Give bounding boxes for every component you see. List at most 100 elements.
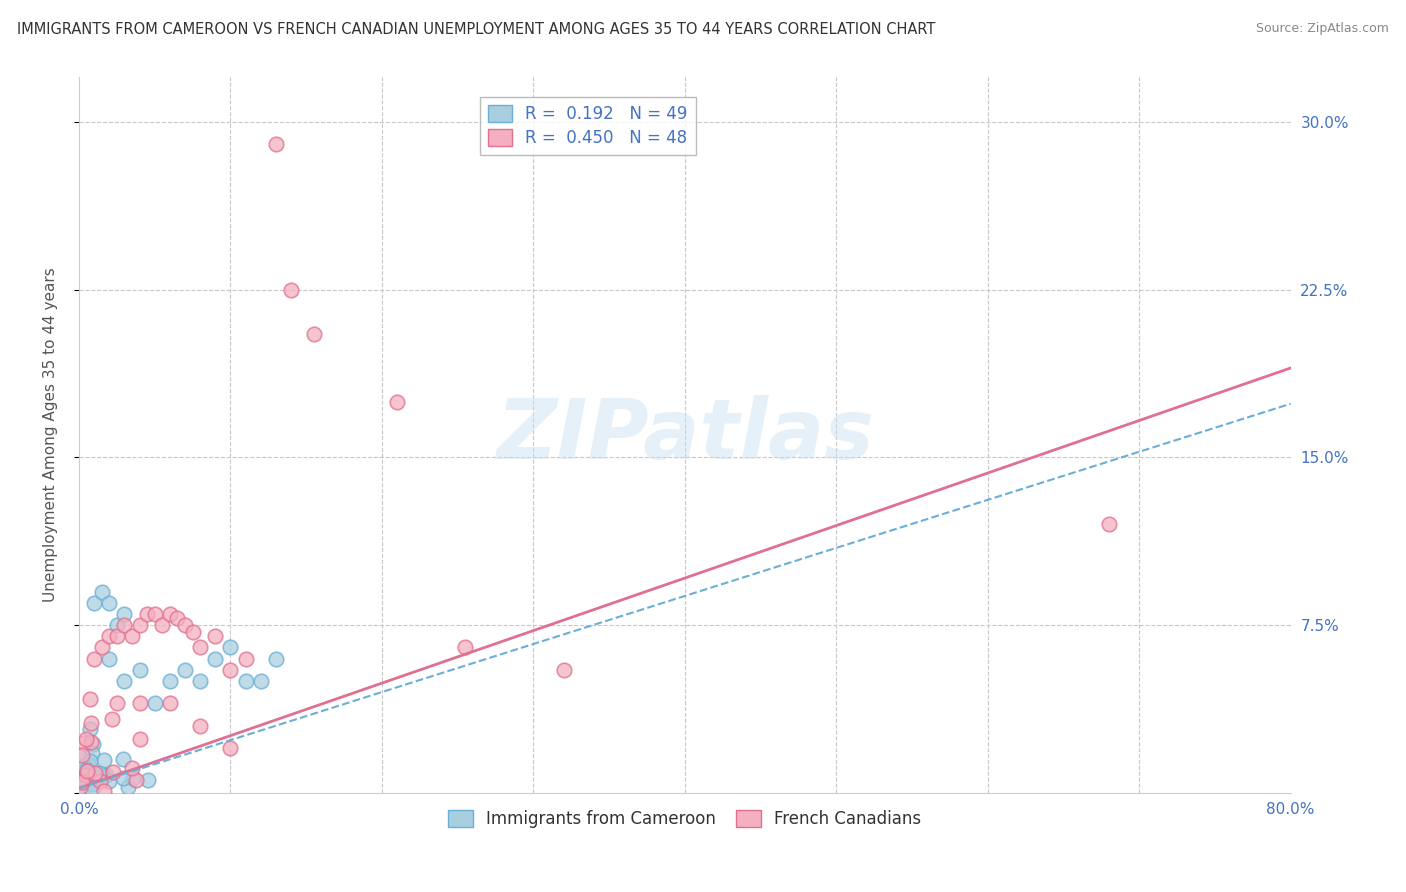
Point [204, 629, 226, 643]
Point [1098, 517, 1121, 532]
Point [128, 696, 150, 710]
Point [93, 784, 115, 798]
Point [69, 780, 91, 794]
Point [188, 718, 211, 732]
Legend: Immigrants from Cameroon, French Canadians: Immigrants from Cameroon, French Canadia… [441, 803, 928, 834]
Point [90, 640, 112, 655]
Point [128, 618, 150, 632]
Point [117, 780, 139, 795]
Point [84, 765, 107, 780]
Point [385, 394, 408, 409]
Point [112, 618, 135, 632]
Point [136, 607, 159, 621]
Y-axis label: Unemployment Among Ages 35 to 44 years: Unemployment Among Ages 35 to 44 years [44, 268, 58, 602]
Point [80, 777, 103, 791]
Point [302, 327, 325, 342]
Point [121, 629, 143, 643]
Point [264, 651, 287, 665]
Point [111, 751, 134, 765]
Point [82, 783, 104, 797]
Point [128, 663, 150, 677]
Point [70, 786, 93, 800]
Point [188, 673, 211, 688]
Point [80, 747, 103, 761]
Point [159, 607, 181, 621]
Point [143, 696, 166, 710]
Point [103, 764, 125, 779]
Point [79, 691, 101, 706]
Point [89, 769, 111, 783]
Point [83, 651, 105, 665]
Point [249, 673, 271, 688]
Point [70, 747, 93, 762]
Point [75, 731, 97, 746]
Point [79, 773, 101, 788]
Point [122, 771, 145, 785]
Text: IMMIGRANTS FROM CAMEROON VS FRENCH CANADIAN UNEMPLOYMENT AMONG AGES 35 TO 44 YEA: IMMIGRANTS FROM CAMEROON VS FRENCH CANAD… [17, 22, 935, 37]
Point [219, 640, 242, 655]
Point [128, 732, 150, 747]
Point [166, 611, 188, 625]
Point [75, 769, 97, 783]
Point [174, 663, 197, 677]
Point [93, 752, 115, 766]
Point [124, 772, 146, 787]
Point [69, 775, 91, 789]
Point [69, 780, 91, 794]
Point [90, 584, 112, 599]
Point [97, 774, 120, 789]
Point [235, 673, 257, 688]
Point [72, 772, 94, 786]
Point [235, 651, 257, 665]
Point [80, 715, 103, 730]
Point [174, 618, 197, 632]
Point [105, 629, 128, 643]
Point [105, 618, 128, 632]
Point [75, 767, 97, 781]
Text: Source: ZipAtlas.com: Source: ZipAtlas.com [1256, 22, 1389, 36]
Text: ZIPatlas: ZIPatlas [496, 394, 873, 475]
Point [67, 749, 90, 764]
Point [188, 640, 211, 655]
Point [70, 774, 93, 789]
Point [150, 618, 173, 632]
Point [79, 722, 101, 736]
Point [82, 737, 104, 751]
Point [76, 764, 98, 778]
Point [111, 772, 134, 786]
Point [98, 629, 121, 643]
Point [73, 763, 96, 777]
Point [219, 663, 242, 677]
Point [76, 764, 98, 778]
Point [105, 696, 128, 710]
Point [143, 607, 166, 621]
Point [136, 773, 159, 788]
Point [82, 765, 104, 780]
Point [83, 596, 105, 610]
Point [84, 771, 107, 785]
Point [159, 696, 181, 710]
Point [96, 767, 118, 781]
Point [79, 735, 101, 749]
Point [73, 736, 96, 750]
Point [76, 756, 98, 771]
Point [70, 774, 93, 789]
Point [69, 773, 91, 788]
Point [181, 624, 204, 639]
Point [91, 768, 114, 782]
Point [454, 640, 477, 655]
Point [73, 758, 96, 772]
Point [219, 741, 242, 756]
Point [553, 663, 575, 677]
Point [112, 673, 135, 688]
Point [87, 765, 110, 780]
Point [79, 754, 101, 768]
Point [204, 651, 226, 665]
Point [89, 773, 111, 788]
Point [264, 137, 287, 152]
Point [159, 673, 181, 688]
Point [98, 596, 121, 610]
Point [121, 761, 143, 775]
Point [280, 283, 302, 297]
Point [101, 713, 124, 727]
